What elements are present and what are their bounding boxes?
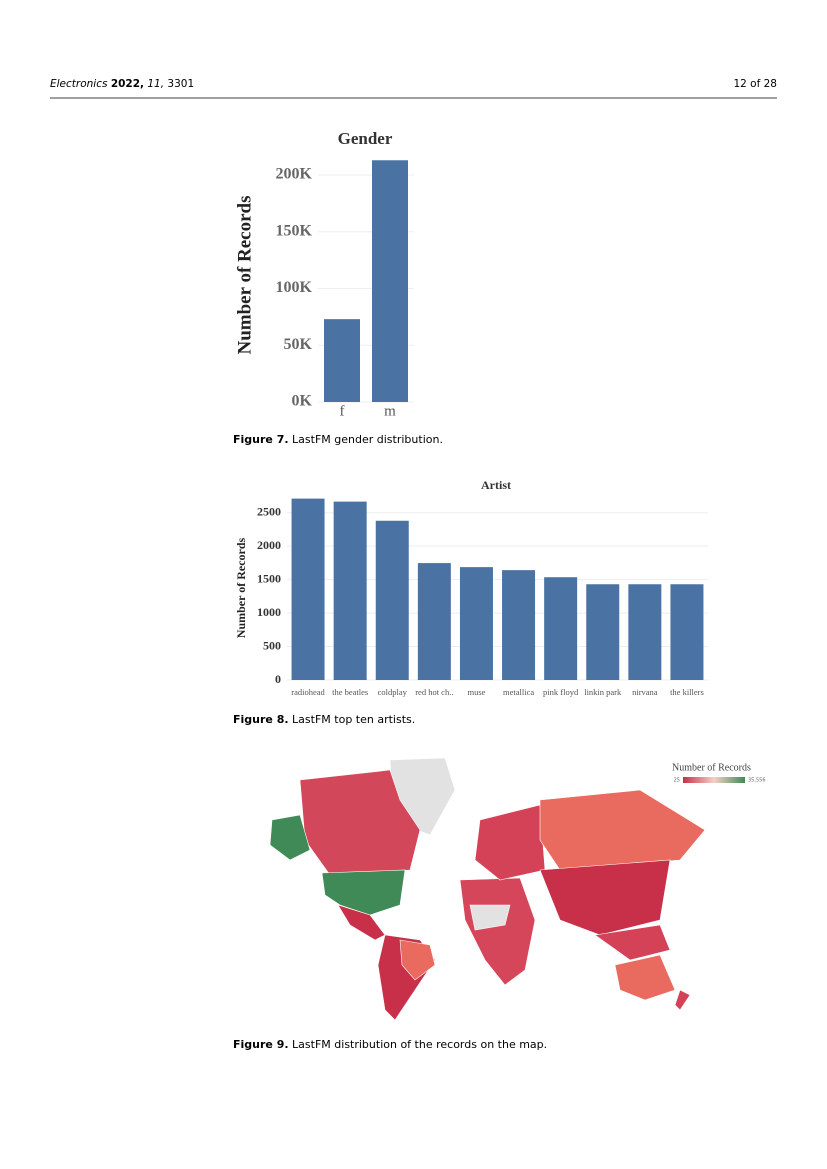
article: 3301 <box>167 78 194 90</box>
russia <box>539 789 706 871</box>
x-tick-label: coldplay <box>378 687 408 697</box>
central-america <box>337 904 386 941</box>
bar <box>628 584 662 680</box>
caption-label: Figure 8. <box>233 713 289 726</box>
x-tick-label: m <box>384 403 396 419</box>
y-tick-label: 2500 <box>257 504 281 518</box>
chart-title: Gender <box>338 129 393 148</box>
x-tick-label: the beatles <box>332 687 368 697</box>
bar <box>544 577 578 680</box>
bar <box>324 319 360 402</box>
y-tick-label: 500 <box>263 638 281 652</box>
y-axis-label: Number of Records <box>234 537 248 638</box>
world-map <box>269 757 706 1021</box>
x-tick-label: linkin park <box>584 687 622 697</box>
x-tick-label: f <box>340 403 345 419</box>
volume: 11, <box>147 78 164 90</box>
alaska <box>269 814 311 861</box>
legend-gradient <box>683 777 745 783</box>
page-number: 12 of 28 <box>733 78 777 90</box>
bar <box>586 584 620 680</box>
x-tick-label: red hot ch.. <box>415 687 453 697</box>
southeast-asia <box>594 924 671 961</box>
usa <box>321 869 406 916</box>
caption-text: LastFM gender distribution. <box>292 433 443 446</box>
bar <box>502 570 536 680</box>
caption: Figure 9. LastFM distribution of the rec… <box>233 1038 547 1051</box>
x-tick-label: metallica <box>503 687 534 697</box>
europe <box>474 804 546 881</box>
bar <box>375 520 409 680</box>
x-tick-label: muse <box>467 687 485 697</box>
y-tick-label: 2000 <box>257 538 281 552</box>
x-tick-label: nirvana <box>632 687 658 697</box>
australia <box>614 954 676 1001</box>
caption-text: LastFM distribution of the records on th… <box>292 1038 547 1051</box>
y-tick-label: 0K <box>292 393 313 410</box>
africa <box>459 877 536 986</box>
y-tick-label: 1500 <box>257 571 281 585</box>
legend-title: Number of Records <box>672 762 751 773</box>
y-tick-label: 0 <box>275 672 281 686</box>
y-tick-label: 1000 <box>257 605 281 619</box>
caption: Figure 7. LastFM gender distribution. <box>233 433 443 446</box>
bar <box>372 160 408 402</box>
x-tick-label: radiohead <box>291 687 325 697</box>
x-tick-label: pink floyd <box>543 687 579 697</box>
journal: Electronics <box>50 78 108 90</box>
bar <box>333 501 367 680</box>
header-left: Electronics 2022, 11, 3301 <box>50 78 194 90</box>
y-tick-label: 50K <box>284 336 313 353</box>
y-axis-label: Number of Records <box>234 195 255 354</box>
new-zealand <box>674 989 691 1011</box>
caption-label: Figure 9. <box>233 1038 289 1051</box>
y-tick-label: 150K <box>276 222 313 239</box>
y-tick-label: 200K <box>276 166 313 183</box>
canada <box>299 769 421 876</box>
year: 2022, <box>111 78 144 90</box>
sahara <box>469 904 511 931</box>
brazil <box>399 939 436 981</box>
bar <box>417 563 451 680</box>
legend-max: 35,556 <box>748 778 766 784</box>
bar <box>291 498 325 680</box>
legend-min: 25 <box>674 778 680 784</box>
chart-title: Artist <box>481 478 511 492</box>
x-tick-label: the killers <box>670 687 704 697</box>
caption: Figure 8. LastFM top ten artists. <box>233 713 415 726</box>
bar <box>459 567 493 680</box>
caption-label: Figure 7. <box>233 433 289 446</box>
caption-text: LastFM top ten artists. <box>292 713 415 726</box>
y-tick-label: 100K <box>276 279 313 296</box>
asia <box>539 859 671 936</box>
bar <box>670 584 704 680</box>
